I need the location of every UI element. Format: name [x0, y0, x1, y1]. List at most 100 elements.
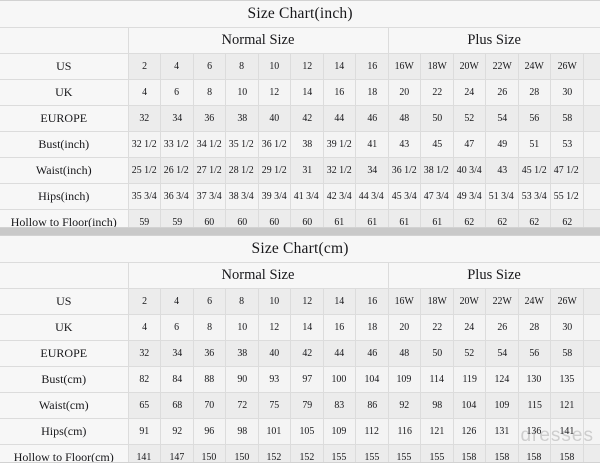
- cell: 10: [225, 79, 259, 106]
- row-label: US: [0, 53, 129, 80]
- cell: 32 1/2: [127, 131, 161, 158]
- cell: 98: [420, 392, 454, 419]
- cell: 75: [257, 392, 291, 419]
- cell: 40: [257, 340, 291, 367]
- row-label: Bust(inch): [0, 131, 129, 158]
- row-end-spacer: [582, 53, 600, 80]
- cell: 33 1/2: [160, 131, 194, 158]
- cell: 83: [322, 392, 356, 419]
- table-row: UK 4 6 8 10 12 14 16 18 20 22 24 26 28 3…: [0, 314, 600, 341]
- cell: 47: [452, 131, 486, 158]
- row-label: US: [0, 288, 129, 315]
- cell: 8: [192, 314, 226, 341]
- cell: 158: [517, 444, 551, 462]
- cell: 34 1/2: [192, 131, 226, 158]
- cell: 22: [420, 79, 454, 106]
- cell: 31: [290, 157, 324, 184]
- cell: 14: [290, 314, 324, 341]
- cell: 24: [452, 314, 486, 341]
- cell: 49: [485, 131, 519, 158]
- cell: 8: [225, 288, 259, 315]
- cell: 36: [192, 105, 226, 132]
- group-header-normal: Normal Size: [127, 262, 389, 289]
- cell: 18: [355, 314, 389, 341]
- size-chart-inch: Size Chart(inch) Normal Size Plus Size U…: [0, 0, 600, 228]
- cell: 105: [290, 418, 324, 445]
- cell: 39 1/2: [322, 131, 356, 158]
- cell: 54: [485, 105, 519, 132]
- cell: 43: [387, 131, 421, 158]
- cell: 101: [257, 418, 291, 445]
- cell: 16W: [387, 288, 421, 315]
- cell: 35 3/4: [127, 183, 161, 210]
- cell: 34: [160, 340, 194, 367]
- cell: 36 1/2: [387, 157, 421, 184]
- cell: 40 3/4: [452, 157, 486, 184]
- cell: 28: [517, 314, 551, 341]
- cell: 92: [160, 418, 194, 445]
- cell: 47 1/2: [550, 157, 584, 184]
- cell: 62: [452, 209, 486, 227]
- cell: 41 3/4: [290, 183, 324, 210]
- cell: 4: [127, 314, 161, 341]
- cell: 92: [387, 392, 421, 419]
- cell: 82: [127, 366, 161, 393]
- cell: 34: [160, 105, 194, 132]
- cell: 29 1/2: [257, 157, 291, 184]
- row-label: Hips(inch): [0, 183, 129, 210]
- cell: 38 3/4: [225, 183, 259, 210]
- group-header-plus: Plus Size: [387, 262, 600, 289]
- row-label: Bust(cm): [0, 366, 129, 393]
- cell: 8: [192, 79, 226, 106]
- group-header-row: Normal Size Plus Size: [0, 27, 600, 54]
- cell: 97: [290, 366, 324, 393]
- cell: 18: [355, 79, 389, 106]
- table-row: Hollow to Floor(cm) 141 147 150 150 152 …: [0, 444, 600, 462]
- cell: 51 3/4: [485, 183, 519, 210]
- size-chart-cm: Size Chart(cm) Normal Size Plus Size US …: [0, 235, 600, 463]
- cell: 52: [452, 340, 486, 367]
- chart-title-row: Size Chart(inch): [0, 1, 600, 28]
- chart-title: Size Chart(inch): [0, 1, 600, 28]
- cell: 28 1/2: [225, 157, 259, 184]
- cell: 126: [452, 418, 486, 445]
- row-label: UK: [0, 79, 129, 106]
- cell: 44: [322, 340, 356, 367]
- cell: 152: [257, 444, 291, 462]
- cell: 61: [420, 209, 454, 227]
- cell: 55 1/2: [550, 183, 584, 210]
- row-end-spacer: [582, 392, 600, 419]
- cell: 45 3/4: [387, 183, 421, 210]
- chart-divider: [0, 228, 600, 235]
- cell: 158: [485, 444, 519, 462]
- cell: 35 1/2: [225, 131, 259, 158]
- cell: 116: [387, 418, 421, 445]
- cell: 155: [355, 444, 389, 462]
- row-end-spacer: [582, 131, 600, 158]
- row-label: EUROPE: [0, 105, 129, 132]
- cell: 96: [192, 418, 226, 445]
- cell: 72: [225, 392, 259, 419]
- cell: 38: [290, 131, 324, 158]
- cell: 54: [485, 340, 519, 367]
- cell: 130: [517, 366, 551, 393]
- row-label: Hips(cm): [0, 418, 129, 445]
- cell: 22W: [485, 53, 519, 80]
- cell: 115: [517, 392, 551, 419]
- cell: 6: [160, 314, 194, 341]
- cell: 60: [290, 209, 324, 227]
- table-row: Hollow to Floor(inch) 59 59 60 60 60 60 …: [0, 209, 600, 227]
- cell: 60: [225, 209, 259, 227]
- cell: 141: [550, 418, 584, 445]
- cell: 42: [290, 105, 324, 132]
- cell: 41: [355, 131, 389, 158]
- cell: 84: [160, 366, 194, 393]
- table-row: US 2 4 6 8 10 12 14 16 16W 18W 20W 22W 2…: [0, 288, 600, 315]
- cell: 38 1/2: [420, 157, 454, 184]
- cell: 26W: [550, 288, 584, 315]
- row-end-spacer: [582, 105, 600, 132]
- cell: 62: [485, 209, 519, 227]
- cell: 43: [485, 157, 519, 184]
- cell: 53 3/4: [517, 183, 551, 210]
- cell: 2: [127, 288, 161, 315]
